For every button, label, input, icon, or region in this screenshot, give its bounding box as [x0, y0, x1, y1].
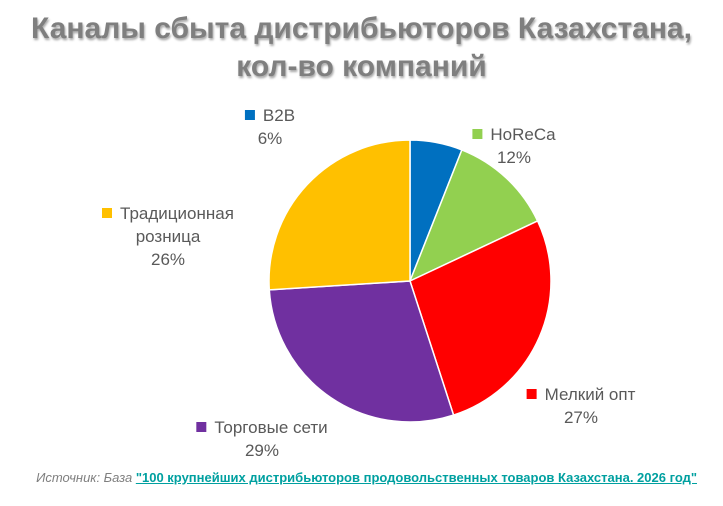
pie-slice: [268, 280, 455, 423]
slice-label: Традиционная розница 26%: [88, 202, 248, 271]
category-label: Мелкий опт: [544, 385, 636, 404]
category-label: Традиционная розница: [120, 204, 234, 246]
value-label: 6%: [257, 129, 283, 148]
legend-swatch: [526, 389, 537, 399]
slice-label: HoReCa 12%: [472, 123, 556, 169]
value-label: 26%: [150, 250, 186, 269]
slice-label: Мелкий опт 27%: [526, 383, 636, 429]
source-label: Источник: База: [36, 470, 133, 485]
value-label: 27%: [563, 408, 599, 427]
legend-swatch: [196, 422, 207, 432]
value-label: 12%: [496, 148, 532, 167]
pie-slice: [408, 148, 539, 283]
category-label: Торговые сети: [214, 418, 328, 437]
category-label: B2B: [262, 106, 296, 125]
slice-label: Торговые сети 29%: [196, 416, 328, 462]
slice-label: B2B 6%: [244, 104, 296, 150]
legend-swatch: [472, 129, 483, 139]
source-link[interactable]: "100 крупнейших дистрибьюторов продоволь…: [135, 470, 697, 485]
legend-swatch: [244, 110, 255, 120]
category-label: HoReCa: [490, 125, 556, 144]
source: Источник: База "100 крупнейших дистрибью…: [36, 470, 697, 485]
legend-swatch: [102, 208, 113, 218]
value-label: 29%: [244, 441, 280, 460]
chart-title: Каналы сбыта дистрибьюторов Казахстана, …: [31, 12, 692, 83]
pie-slice: [268, 139, 411, 291]
pie-slice: [409, 219, 552, 417]
